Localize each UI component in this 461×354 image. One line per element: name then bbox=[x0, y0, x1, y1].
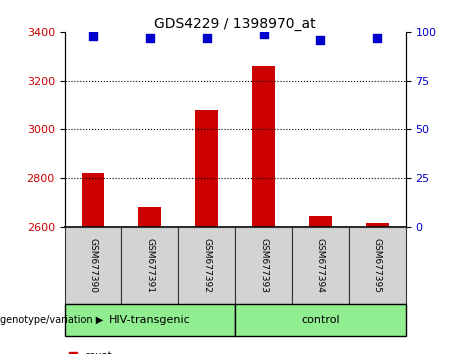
Text: control: control bbox=[301, 315, 340, 325]
FancyBboxPatch shape bbox=[292, 227, 349, 304]
Text: genotype/variation ▶: genotype/variation ▶ bbox=[0, 315, 103, 325]
Text: GSM677390: GSM677390 bbox=[89, 238, 97, 293]
FancyBboxPatch shape bbox=[235, 304, 406, 336]
Text: HIV-transgenic: HIV-transgenic bbox=[109, 315, 191, 325]
Bar bbox=[195, 110, 218, 227]
Text: GSM677394: GSM677394 bbox=[316, 238, 325, 293]
Point bbox=[146, 35, 154, 41]
FancyBboxPatch shape bbox=[65, 304, 235, 336]
Bar bbox=[82, 173, 104, 227]
Bar bbox=[252, 66, 275, 227]
FancyBboxPatch shape bbox=[178, 227, 235, 304]
Point bbox=[317, 37, 324, 42]
Point bbox=[260, 31, 267, 37]
Bar bbox=[309, 216, 332, 227]
FancyBboxPatch shape bbox=[235, 227, 292, 304]
Point bbox=[203, 35, 210, 41]
FancyBboxPatch shape bbox=[349, 227, 406, 304]
Bar bbox=[138, 207, 161, 227]
Text: GSM677391: GSM677391 bbox=[145, 238, 154, 293]
FancyBboxPatch shape bbox=[121, 227, 178, 304]
Point bbox=[373, 35, 381, 41]
Point bbox=[89, 33, 97, 39]
Legend: count, percentile rank within the sample: count, percentile rank within the sample bbox=[70, 351, 250, 354]
Text: GSM677395: GSM677395 bbox=[373, 238, 382, 293]
Bar bbox=[366, 223, 389, 227]
Text: GSM677392: GSM677392 bbox=[202, 238, 211, 293]
Title: GDS4229 / 1398970_at: GDS4229 / 1398970_at bbox=[154, 17, 316, 31]
Text: GSM677393: GSM677393 bbox=[259, 238, 268, 293]
FancyBboxPatch shape bbox=[65, 227, 121, 304]
